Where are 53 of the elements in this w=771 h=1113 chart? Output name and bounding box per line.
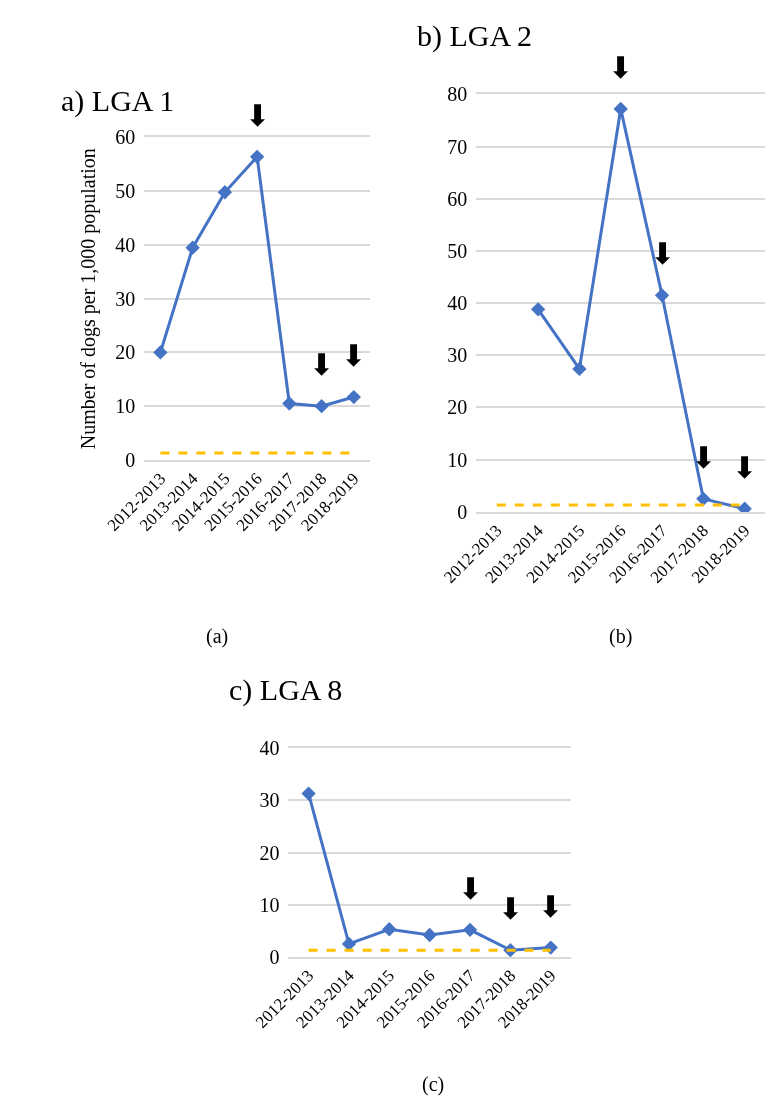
text: (c)	[422, 1073, 445, 1096]
y-tick-label: 70	[447, 135, 468, 158]
y-tick-label: 20	[447, 396, 468, 419]
y-tick-label: 20	[115, 341, 136, 364]
y-tick-label: 60	[115, 126, 136, 149]
point	[572, 361, 587, 377]
point	[462, 922, 478, 937]
y-tick-label: 30	[115, 287, 136, 310]
y-tick-label: 20	[259, 841, 280, 864]
annotation: ⬇	[498, 891, 524, 926]
text: (b)	[609, 625, 633, 648]
y-tick-label: 0	[125, 448, 136, 471]
y-tick-label: 10	[447, 448, 468, 471]
point	[530, 302, 546, 317]
point	[217, 185, 233, 200]
y-tick-label: 40	[259, 737, 280, 760]
point	[346, 389, 361, 405]
y-tick-label: 30	[259, 789, 280, 812]
y-tick-label: 0	[457, 500, 468, 523]
point	[185, 240, 200, 255]
point	[282, 396, 297, 411]
point	[696, 491, 711, 506]
y-tick-label: 30	[447, 344, 468, 367]
y-tick-label: 50	[447, 239, 468, 262]
point	[654, 288, 670, 303]
text: (a)	[206, 625, 229, 648]
y-tick-label: 10	[115, 395, 136, 418]
y-axis-title: Number of dogs per 1,000 population	[76, 148, 100, 450]
point	[301, 786, 316, 801]
chart-title: c) LGA 8	[229, 673, 343, 707]
point	[249, 149, 265, 164]
annotation: ⬇	[650, 236, 676, 271]
chart-title: b) LGA 2	[417, 19, 532, 53]
y-tick-label: 40	[115, 233, 136, 256]
annotation: ⬇	[341, 338, 367, 373]
annotation: ⬇	[691, 440, 717, 475]
annotation: ⬇	[538, 889, 564, 924]
y-tick-label: 0	[269, 945, 280, 968]
y-tick-label: 60	[447, 187, 468, 210]
chart-title: a) LGA 1	[61, 84, 175, 118]
y-tick-label: 80	[447, 83, 468, 106]
annotation: ⬇	[309, 347, 335, 382]
annotation: ⬇	[458, 871, 484, 906]
annotation: ⬇	[245, 98, 271, 133]
point	[422, 927, 437, 943]
annotation: ⬇	[608, 50, 634, 85]
point	[382, 922, 397, 937]
y-tick-label: 10	[259, 893, 280, 916]
annotation: ⬇	[732, 450, 758, 485]
y-tick-label: 40	[447, 292, 468, 315]
y-tick-label: 50	[115, 180, 136, 203]
point	[314, 399, 329, 414]
point	[153, 345, 168, 360]
